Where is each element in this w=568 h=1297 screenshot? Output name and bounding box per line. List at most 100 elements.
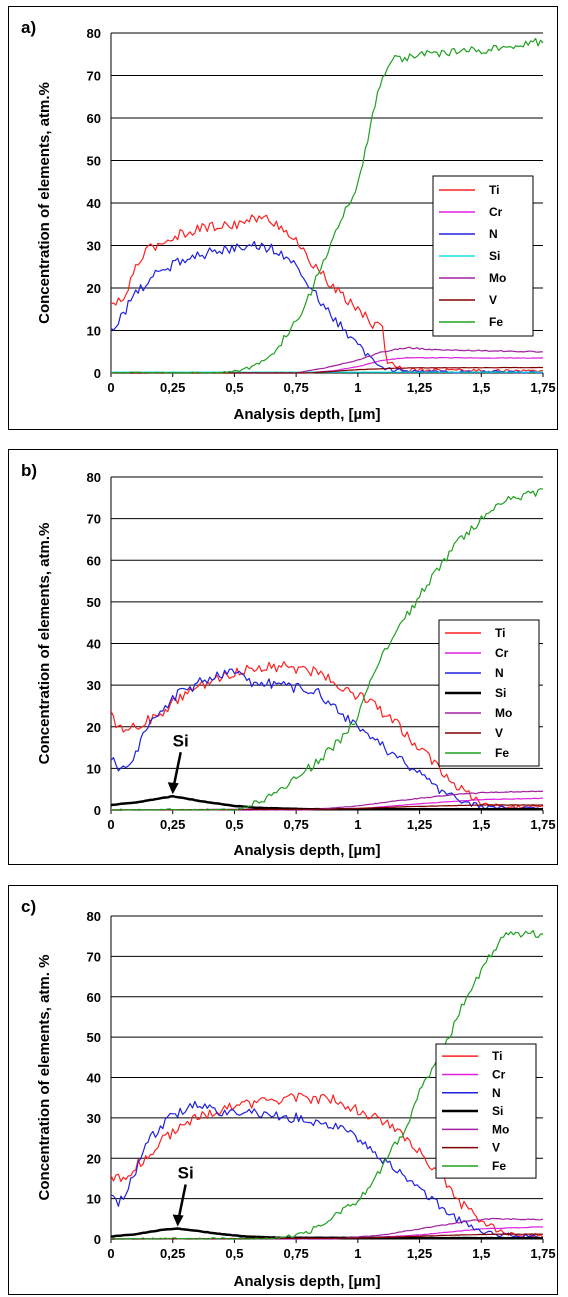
legend-label-v: V — [489, 293, 497, 307]
legend-label-si: Si — [495, 686, 506, 700]
y-tick-label: 80 — [87, 470, 101, 485]
y-axis-title: Concentration of elements, atm.% — [36, 523, 53, 765]
legend-label-n: N — [492, 1086, 501, 1100]
y-tick-label: 70 — [87, 512, 101, 527]
si-annotation-arrowhead — [167, 782, 179, 795]
series-line-cr — [111, 356, 544, 374]
series-line-ti — [110, 661, 544, 810]
y-tick-label: 60 — [87, 553, 101, 568]
series-line-fe — [111, 488, 544, 811]
series-line-ti — [110, 1092, 544, 1238]
x-tick-label: 1,75 — [530, 380, 555, 395]
series-line-fe — [110, 929, 544, 1240]
legend-label-v: V — [492, 1141, 500, 1155]
x-tick-label: 0 — [107, 817, 114, 832]
y-tick-label: 20 — [87, 720, 101, 735]
x-tick-label: 1,25 — [407, 1246, 432, 1261]
x-tick-label: 0,75 — [283, 1246, 308, 1261]
x-tick-label: 0,25 — [160, 817, 185, 832]
y-tick-label: 10 — [87, 324, 101, 339]
x-tick-label: 1,5 — [472, 817, 490, 832]
y-tick-label: 0 — [94, 366, 101, 381]
x-tick-label: 0,25 — [160, 1246, 185, 1261]
x-tick-label: 0,5 — [225, 1246, 243, 1261]
x-tick-label: 1 — [354, 1246, 361, 1261]
x-tick-label: 0,5 — [225, 380, 243, 395]
y-tick-label: 80 — [87, 909, 101, 924]
y-tick-label: 30 — [87, 1111, 101, 1126]
panel-label: c) — [21, 897, 36, 916]
legend-label-ti: Ti — [495, 626, 505, 640]
legend-label-ti: Ti — [489, 183, 499, 197]
si-annotation-arrow — [172, 752, 182, 787]
series-line-si — [110, 1227, 544, 1240]
y-tick-label: 40 — [87, 1071, 101, 1086]
chart-svg-c: 0 10 20 30 40 50 60 70 80 0 0,25 0,5 0,75 1 1,25 1,5 1,7… — [21, 897, 556, 1290]
x-tick-label: 0,75 — [283, 817, 308, 832]
x-tick-label: 1,25 — [407, 380, 432, 395]
y-tick-label: 70 — [87, 69, 101, 84]
x-axis-title: Analysis depth, [µm] — [234, 842, 381, 859]
x-tick-label: 1 — [354, 380, 361, 395]
y-tick-label: 50 — [87, 595, 101, 610]
si-annotation-arrow — [177, 1184, 187, 1219]
panel-label: a) — [21, 18, 36, 37]
x-axis-title: Analysis depth, [µm] — [234, 1273, 381, 1290]
chart-panel-b: 0 10 20 30 40 50 60 70 80 0 0,25 0,5 0,75 1 1,25 1,5 1,7… — [8, 449, 558, 865]
y-axis-title: Concentration of elements, atm.% — [36, 82, 53, 324]
legend-label-ti: Ti — [492, 1049, 502, 1063]
series-line-ti — [110, 214, 543, 373]
x-tick-label: 1,5 — [472, 1246, 490, 1261]
x-axis-title: Analysis depth, [µm] — [234, 406, 381, 423]
si-annotation-label: Si — [173, 731, 189, 750]
legend-label-fe: Fe — [492, 1159, 506, 1173]
legend-label-cr: Cr — [492, 1067, 506, 1081]
x-tick-label: 1 — [354, 817, 361, 832]
x-tick-label: 0 — [107, 380, 114, 395]
legend: Ti Cr N Si Mo V Fe — [435, 1043, 537, 1179]
chart-svg-a: 0 10 20 30 40 50 60 70 80 0 0,25 0,5 0,75 1 1,25 1,5 1,7… — [21, 18, 556, 423]
y-tick-label: 20 — [87, 281, 101, 296]
y-tick-label: 20 — [87, 1151, 101, 1166]
legend: Ti Cr N Si Mo V Fe — [432, 175, 534, 337]
y-tick-label: 30 — [87, 239, 101, 254]
x-tick-label: 0,5 — [225, 817, 243, 832]
y-tick-label: 0 — [94, 1232, 101, 1247]
x-tick-label: 1,75 — [530, 817, 555, 832]
si-annotation-label: Si — [178, 1164, 194, 1183]
y-tick-label: 0 — [94, 803, 101, 818]
legend-label-mo: Mo — [489, 271, 506, 285]
si-annotation-arrowhead — [172, 1214, 184, 1227]
legend-label-si: Si — [492, 1104, 503, 1118]
y-tick-label: 50 — [87, 154, 101, 169]
y-tick-label: 60 — [87, 990, 101, 1005]
legend-label-cr: Cr — [489, 205, 503, 219]
y-axis-title: Concentration of elements, atm. % — [36, 955, 53, 1201]
x-tick-label: 1,75 — [530, 1246, 555, 1261]
chart-panel-a: 0 10 20 30 40 50 60 70 80 0 0,25 0,5 0,75 1 1,25 1,5 1,7… — [8, 6, 558, 430]
legend: Ti Cr N Si Mo V Fe — [438, 619, 540, 767]
y-tick-label: 40 — [87, 196, 101, 211]
panel-label: b) — [21, 461, 37, 480]
chart-svg-b: 0 10 20 30 40 50 60 70 80 0 0,25 0,5 0,75 1 1,25 1,5 1,7… — [21, 461, 556, 859]
legend-label-n: N — [489, 227, 498, 241]
x-tick-label: 1,25 — [407, 817, 432, 832]
series-line-n — [110, 1100, 544, 1240]
y-tick-label: 40 — [87, 637, 101, 652]
legend-label-mo: Mo — [495, 706, 512, 720]
y-tick-label: 30 — [87, 678, 101, 693]
y-tick-label: 80 — [87, 26, 101, 41]
y-tick-label: 50 — [87, 1030, 101, 1045]
x-tick-label: 1,5 — [472, 380, 490, 395]
legend-label-n: N — [495, 666, 504, 680]
legend-label-fe: Fe — [489, 315, 503, 329]
series-line-fe — [110, 37, 544, 374]
legend-label-si: Si — [489, 249, 500, 263]
x-tick-label: 0,75 — [283, 380, 308, 395]
y-tick-label: 10 — [87, 761, 101, 776]
legend-label-mo: Mo — [492, 1122, 509, 1136]
legend-label-fe: Fe — [495, 746, 509, 760]
legend-label-cr: Cr — [495, 646, 509, 660]
legend-label-v: V — [495, 726, 503, 740]
chart-panel-c: 0 10 20 30 40 50 60 70 80 0 0,25 0,5 0,75 1 1,25 1,5 1,7… — [8, 885, 558, 1295]
